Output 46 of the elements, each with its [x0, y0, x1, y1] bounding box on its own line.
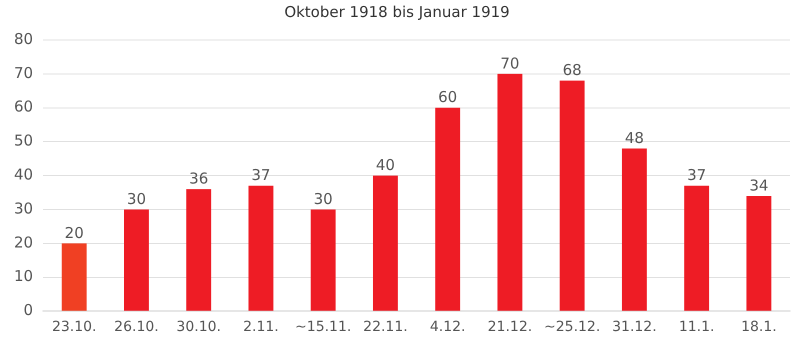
bar — [372, 176, 398, 311]
bar — [248, 186, 274, 311]
bar — [746, 196, 772, 311]
bar — [684, 186, 710, 311]
y-tick-label: 50 — [14, 132, 34, 150]
bar — [124, 210, 149, 311]
x-tick-label: 30.10. — [176, 319, 221, 336]
data-label: 40 — [376, 156, 395, 174]
y-tick-label: 80 — [14, 30, 34, 48]
x-tick-label: 2.11. — [243, 319, 279, 336]
x-tick-label: 22.11. — [363, 319, 408, 336]
y-tick-label: 10 — [14, 267, 34, 286]
y-tick-label: 20 — [14, 233, 34, 252]
y-tick-label: 70 — [14, 64, 34, 82]
x-tick-label: 4.12. — [430, 319, 466, 336]
data-label: 30 — [126, 190, 146, 208]
bar — [186, 189, 212, 311]
data-label: 37 — [251, 166, 270, 184]
bar — [497, 74, 522, 311]
bar — [622, 148, 647, 311]
y-tick-label: 40 — [14, 165, 34, 184]
x-tick-label: 11.1. — [678, 319, 714, 336]
data-label: 37 — [687, 166, 706, 184]
x-tick-label: 21.12. — [488, 319, 532, 336]
y-tick-label: 0 — [24, 301, 34, 320]
x-tick-label: 26.10. — [114, 319, 159, 336]
data-label: 70 — [500, 54, 520, 72]
chart-title: Oktober 1918 bis Januar 1919 — [284, 2, 510, 21]
bar — [435, 108, 460, 311]
x-tick-label: 23.10. — [52, 319, 96, 336]
data-label: 30 — [314, 190, 333, 208]
bar — [560, 80, 585, 311]
x-tick-label: 31.12. — [612, 319, 657, 336]
data-label: 60 — [438, 88, 458, 106]
x-tick-label: ~15.11. — [295, 319, 352, 336]
data-label: 34 — [749, 176, 768, 194]
y-tick-label: 60 — [14, 98, 34, 116]
data-label: 20 — [64, 224, 84, 242]
x-tick-label: 18.1. — [741, 319, 777, 336]
bar — [62, 243, 87, 311]
x-tick-label: ~25.12. — [544, 319, 600, 336]
data-label: 68 — [562, 61, 582, 80]
data-label: 48 — [624, 128, 644, 147]
bar — [310, 210, 336, 311]
data-label: 36 — [189, 170, 208, 188]
y-tick-label: 30 — [14, 199, 34, 218]
